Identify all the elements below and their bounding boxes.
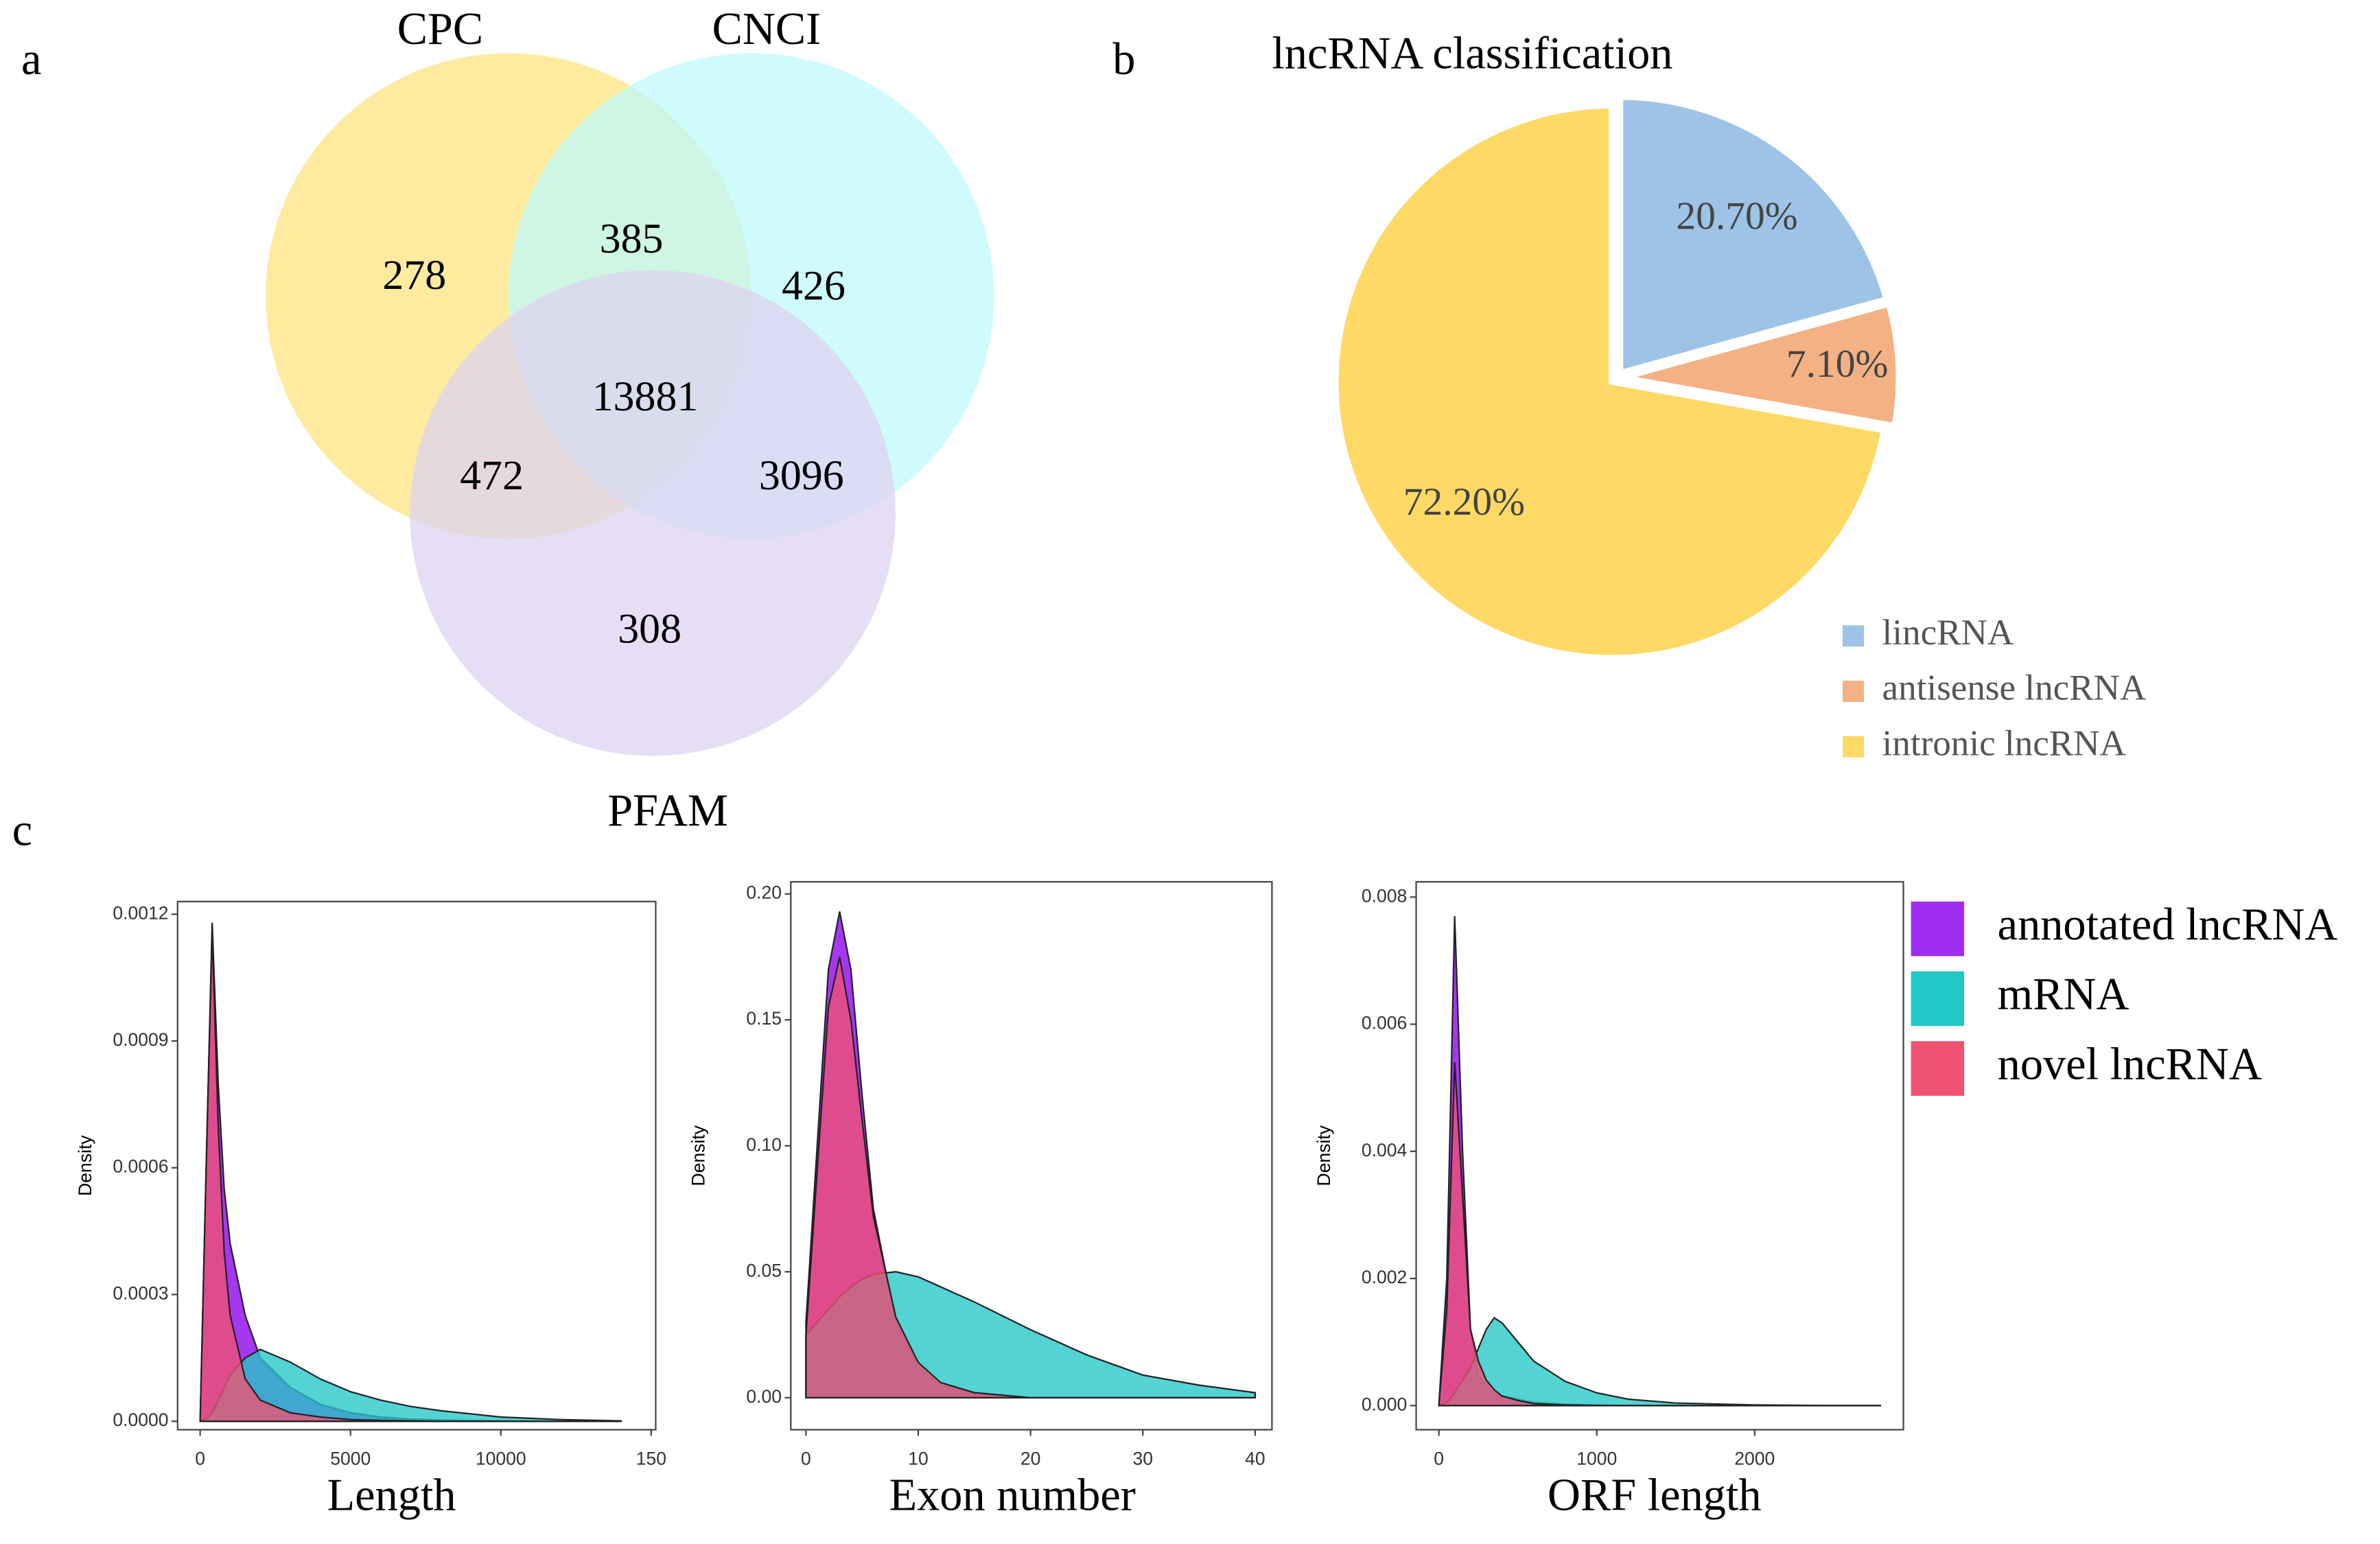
y-tick-label: 0.10 bbox=[746, 1134, 782, 1155]
legend-label: mRNA bbox=[1998, 970, 2130, 1020]
y-tick-label: 0.006 bbox=[1362, 1013, 1407, 1033]
legend-swatch bbox=[1843, 625, 1865, 647]
legend-swatch bbox=[1843, 736, 1865, 758]
legend-label: lincRNA bbox=[1882, 613, 2014, 653]
x-axis-title: Exon number bbox=[889, 1470, 1136, 1520]
x-tick-label: 0 bbox=[195, 1449, 205, 1469]
y-tick-label: 0.0012 bbox=[113, 902, 168, 923]
y-tick-label: 0.0000 bbox=[113, 1410, 168, 1430]
slice-label: 7.10% bbox=[1786, 342, 1889, 386]
panel-label: c bbox=[12, 806, 32, 856]
legend-swatch bbox=[1911, 1041, 1964, 1096]
pie-slice bbox=[1617, 93, 1891, 377]
x-axis-title: Length bbox=[327, 1470, 456, 1520]
x-tick-label: 20 bbox=[1020, 1449, 1041, 1469]
y-axis-title: Density bbox=[688, 1125, 709, 1186]
region-count: 278 bbox=[382, 252, 446, 299]
slice-label: 72.20% bbox=[1403, 480, 1525, 524]
x-tick-label: 0 bbox=[801, 1449, 811, 1469]
slice-label: 20.70% bbox=[1676, 194, 1797, 237]
x-axis-title: ORF length bbox=[1548, 1470, 1761, 1520]
set-label: PFAM bbox=[607, 786, 728, 836]
region-count: 385 bbox=[600, 215, 664, 262]
venn-circle bbox=[410, 270, 896, 756]
plot-background bbox=[177, 901, 656, 1430]
density-area bbox=[1438, 1062, 1881, 1407]
x-tick-label: 150 bbox=[636, 1449, 666, 1469]
y-tick-label: 0.008 bbox=[1362, 885, 1407, 906]
y-axis-title: Density bbox=[75, 1135, 95, 1196]
plot-frame bbox=[790, 880, 1273, 1431]
x-tick-label: 1000 bbox=[1576, 1449, 1617, 1469]
y-tick-label: 0.00 bbox=[746, 1386, 782, 1407]
x-tick-label: 10 bbox=[908, 1449, 929, 1469]
legend-label: annotated lncRNA bbox=[1998, 900, 2338, 950]
set-label: CNCI bbox=[712, 4, 821, 54]
y-tick-label: 0.000 bbox=[1362, 1394, 1407, 1414]
legend-label: intronic lncRNA bbox=[1882, 723, 2126, 763]
y-axis-title: Density bbox=[1314, 1125, 1334, 1186]
panel-label: b bbox=[1112, 34, 1135, 84]
chart-title: lncRNA classification bbox=[1272, 28, 1672, 78]
density-area bbox=[805, 957, 1255, 1399]
x-tick-label: 10000 bbox=[476, 1449, 526, 1469]
region-count: 308 bbox=[618, 605, 681, 652]
plot-area bbox=[805, 911, 1256, 1399]
density-area bbox=[199, 931, 622, 1423]
y-tick-label: 0.20 bbox=[746, 882, 782, 903]
x-tick-label: 0 bbox=[1434, 1449, 1444, 1469]
x-tick-label: 5000 bbox=[330, 1449, 371, 1469]
y-tick-label: 0.05 bbox=[746, 1260, 782, 1280]
y-tick-label: 0.0009 bbox=[113, 1029, 168, 1050]
y-tick-label: 0.15 bbox=[746, 1008, 782, 1029]
legend-swatch bbox=[1911, 971, 1964, 1027]
y-tick-label: 0.004 bbox=[1362, 1140, 1407, 1160]
y-tick-label: 0.0003 bbox=[113, 1283, 168, 1303]
region-count: 13881 bbox=[592, 373, 699, 420]
pie-slice bbox=[1332, 102, 1888, 662]
plot-area bbox=[1438, 916, 1881, 1407]
panel-label: a bbox=[21, 34, 41, 84]
plot-area bbox=[199, 922, 622, 1423]
plot-frame bbox=[1415, 880, 1904, 1431]
y-tick-label: 0.002 bbox=[1362, 1267, 1407, 1287]
x-tick-label: 30 bbox=[1133, 1449, 1154, 1469]
legend-label: novel lncRNA bbox=[1998, 1039, 2262, 1089]
y-tick-label: 0.0006 bbox=[113, 1156, 168, 1177]
x-tick-label: 2000 bbox=[1734, 1449, 1775, 1469]
legend-swatch bbox=[1843, 680, 1865, 702]
pie-slice bbox=[1622, 300, 1902, 430]
legend-label: antisense lncRNA bbox=[1882, 668, 2147, 708]
x-tick-label: 40 bbox=[1245, 1449, 1265, 1469]
plot-frame bbox=[176, 900, 657, 1431]
region-count: 3096 bbox=[759, 452, 844, 499]
region-count: 472 bbox=[460, 452, 524, 499]
region-count: 426 bbox=[782, 263, 845, 309]
legend-swatch bbox=[1911, 901, 1964, 957]
set-label: CPC bbox=[397, 4, 483, 54]
